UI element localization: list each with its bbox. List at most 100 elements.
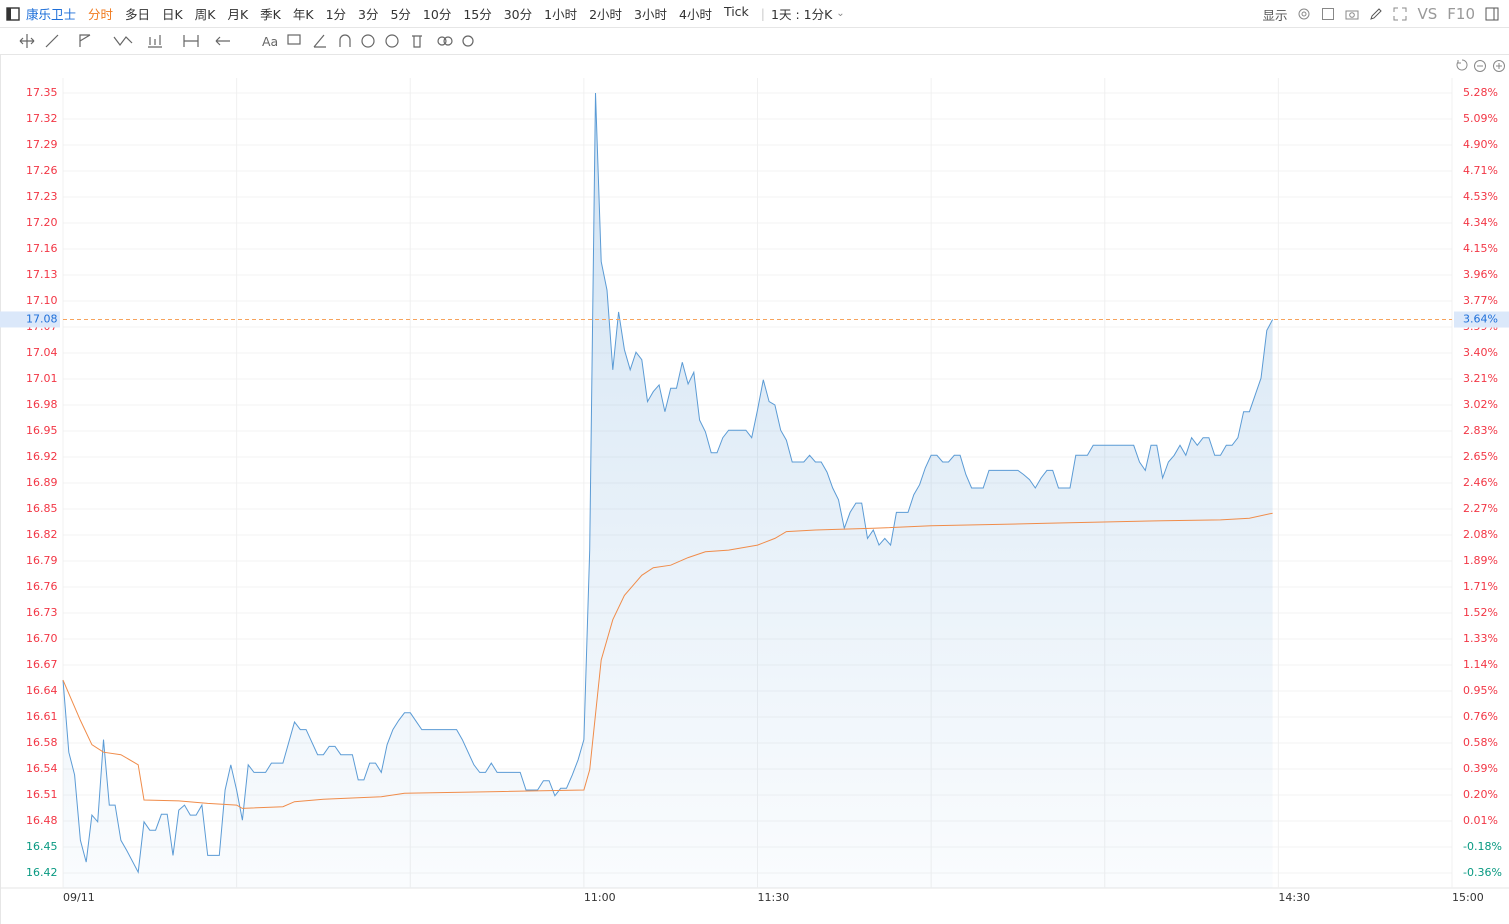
panel-icon[interactable]	[1485, 7, 1499, 21]
divider: |	[760, 6, 766, 21]
price-area	[63, 93, 1273, 888]
zoom-out-button[interactable]	[1474, 60, 1486, 72]
compare-tool[interactable]	[437, 36, 447, 46]
tool-settings[interactable]	[462, 35, 474, 47]
hide-tool[interactable]	[385, 34, 399, 48]
period-button[interactable]: 月K	[227, 7, 249, 22]
y2-tick-label: 1.89%	[1463, 554, 1498, 567]
symbol[interactable]: 康乐卫士	[26, 7, 77, 22]
camera-icon[interactable]	[1345, 7, 1359, 21]
period-button[interactable]: 5分	[390, 7, 411, 22]
drawing-toolbar: Aa	[0, 28, 1509, 55]
display-menu[interactable]: 显示	[1262, 7, 1288, 23]
y2-tick-label: 4.90%	[1463, 138, 1498, 151]
wave-tool[interactable]	[113, 36, 133, 46]
y-tick-label: 16.70	[26, 632, 58, 645]
y-tick-label: 16.48	[26, 814, 58, 827]
period-button[interactable]: 3分	[358, 7, 379, 22]
line-tool[interactable]	[45, 34, 59, 48]
text-tool[interactable]: Aa	[262, 33, 279, 49]
layout-icon[interactable]	[1321, 7, 1335, 21]
y2-tick-label: 0.01%	[1463, 814, 1498, 827]
y2-tick-label: 1.33%	[1463, 632, 1498, 645]
layout-toggle[interactable]	[6, 6, 20, 21]
y-tick-label: 16.42	[26, 866, 58, 879]
magnet-tool[interactable]	[339, 34, 351, 47]
period-button[interactable]: 周K	[194, 7, 216, 22]
y2-tick-label: 5.28%	[1463, 86, 1498, 99]
period-button[interactable]: 季K	[260, 7, 281, 22]
y-tick-label: 16.51	[26, 788, 58, 801]
period-button[interactable]: 3小时	[634, 7, 667, 22]
settings-icon[interactable]	[1297, 7, 1311, 21]
pen-icon[interactable]	[1369, 7, 1383, 21]
period-button[interactable]: 分时	[88, 7, 114, 22]
y2-tick-label: 4.15%	[1463, 242, 1498, 255]
y2-tick-label: 0.95%	[1463, 684, 1498, 697]
period-button[interactable]: 日K	[162, 7, 183, 22]
y2-tick-label: -0.18%	[1463, 840, 1502, 853]
y-tick-label: 16.92	[26, 450, 58, 463]
fullscreen-icon[interactable]	[1393, 7, 1407, 21]
x-tick-label: 09/11	[63, 891, 95, 904]
period-button[interactable]: 多日	[125, 7, 151, 22]
period-button[interactable]: 年K	[292, 7, 314, 22]
fib-tool[interactable]	[148, 35, 162, 48]
y2-tick-label: 3.02%	[1463, 398, 1498, 411]
angle-tool[interactable]	[313, 34, 327, 48]
y-tick-label: 17.16	[26, 242, 58, 255]
y2-tick-label: 4.71%	[1463, 164, 1498, 177]
zoom-in-button[interactable]	[1493, 60, 1505, 72]
period-button[interactable]: 15分	[463, 7, 492, 22]
y-tick-label: 17.04	[26, 346, 58, 359]
period-button[interactable]: 10分	[422, 7, 452, 22]
f10-button[interactable]: F10	[1447, 5, 1475, 23]
x-tick-label: 11:00	[584, 891, 616, 904]
y2-tick-label: 3.21%	[1463, 372, 1498, 385]
y-tick-label: 17.20	[26, 216, 58, 229]
last-price-box	[0, 311, 60, 328]
note-tool[interactable]	[287, 34, 301, 45]
y2-tick-label: 0.58%	[1463, 736, 1498, 749]
y-tick-label: 17.26	[26, 164, 58, 177]
delete-tool[interactable]	[412, 35, 423, 48]
reset-button[interactable]	[1456, 59, 1468, 71]
y2-tick-label: 1.71%	[1463, 580, 1498, 593]
zoom-in-icon	[1496, 63, 1502, 69]
period-button[interactable]: 1小时	[544, 7, 578, 22]
last-change-box	[1454, 311, 1509, 328]
y-tick-label: 17.01	[26, 372, 58, 385]
y-tick-label: 17.13	[26, 268, 58, 281]
period-button[interactable]: Tick	[723, 4, 749, 19]
y2-tick-label: 4.53%	[1463, 190, 1498, 203]
y-tick-label: 16.95	[26, 424, 58, 437]
y-tick-label: 16.89	[26, 476, 58, 489]
period-button[interactable]: 1分	[325, 7, 347, 22]
y2-tick-label: 5.09%	[1463, 112, 1498, 125]
y-tick-label: 17.32	[26, 112, 58, 125]
y-tick-label: 16.58	[26, 736, 58, 749]
y2-tick-label: 3.77%	[1463, 294, 1498, 307]
chevron: ⌄	[836, 8, 845, 19]
period-button[interactable]: 2小时	[589, 7, 623, 22]
measure-tool[interactable]	[183, 35, 199, 47]
period-button[interactable]: 30分	[503, 7, 533, 22]
lock-tool[interactable]	[361, 34, 375, 48]
y2-tick-label: 3.96%	[1463, 268, 1498, 281]
period-button[interactable]: 4小时	[679, 7, 712, 22]
y-tick-label: 16.98	[26, 398, 58, 411]
compare-tool-b	[443, 36, 453, 46]
range-select[interactable]: 1天 : 1分K	[771, 7, 833, 22]
move-tool[interactable]	[19, 34, 35, 48]
y2-tick-label: -0.36%	[1463, 866, 1502, 879]
y-tick-label: 16.67	[26, 658, 58, 671]
x-tick-label: 14:30	[1278, 891, 1310, 904]
ray-tool[interactable]	[79, 34, 91, 47]
y-tick-label: 16.76	[26, 580, 58, 593]
vs-button[interactable]: VS	[1417, 5, 1438, 23]
arrow-tool[interactable]	[215, 36, 230, 46]
zoom-controls	[1456, 59, 1505, 72]
last-price-label: 17.08	[26, 312, 58, 325]
